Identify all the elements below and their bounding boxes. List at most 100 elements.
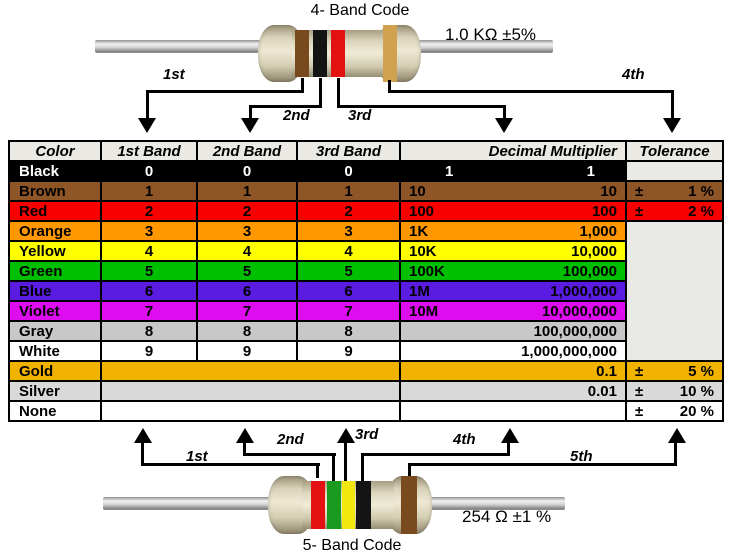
color-name: Gray: [8, 320, 102, 342]
arrow-line: [301, 78, 304, 93]
band2-digit: 0: [196, 160, 298, 182]
tolerance-value: 5 %: [688, 362, 714, 380]
arrow-line: [344, 441, 347, 481]
arrow-line: [146, 90, 304, 93]
band1-digit: 8: [100, 320, 198, 342]
color-code-table: Color 1st Band 2nd Band 3rd Band Decimal…: [8, 140, 724, 422]
arrowhead-down-icon: [241, 118, 259, 133]
band1-digit: 7: [100, 300, 198, 322]
arrow-line: [319, 78, 322, 108]
table-row-red: Red 2 2 2 100 100 ± 2 %: [8, 200, 724, 222]
tolerance-cell: ± 1 %: [625, 180, 724, 202]
arrow-line: [671, 90, 674, 120]
multiplier-cell: 100K 100,000: [399, 260, 627, 282]
arrow-label-1st-bottom: 1st: [186, 448, 208, 465]
band1-digit: 5: [100, 260, 198, 282]
arrow-line: [141, 463, 320, 466]
multiplier-full: 10,000,000: [541, 302, 617, 320]
band3-digit: 3: [296, 220, 401, 242]
tolerance-value: 1 %: [688, 182, 714, 200]
resistor-lead-right: [412, 40, 553, 53]
multiplier-full: 1,000,000,000: [521, 342, 617, 360]
band2-digit: 4: [196, 240, 298, 262]
arrow-line: [503, 105, 506, 120]
multiplier-cell: 1,000,000,000: [399, 340, 627, 362]
band1-digit: 0: [100, 160, 198, 182]
band3-digit: 7: [296, 300, 401, 322]
color-name: Black: [8, 160, 102, 182]
band-black: [313, 30, 327, 77]
color-name: Brown: [8, 180, 102, 202]
table-row-orange: Orange 3 3 3 1K 1,000: [8, 220, 724, 362]
band1-digit: 1: [100, 180, 198, 202]
band-red: [331, 30, 345, 77]
tolerance-sign: ±: [635, 362, 644, 380]
multiplier-short: 100: [409, 202, 435, 220]
arrow-line: [146, 90, 149, 120]
band2-digit: 3: [196, 220, 298, 242]
band-cells-merged: [100, 400, 401, 422]
multiplier-cell: 1M 1,000,000: [399, 280, 627, 302]
arrow-label-4th-bottom: 4th: [453, 431, 476, 448]
multiplier-cell: 10M 10,000,000: [399, 300, 627, 322]
band3-digit: 8: [296, 320, 401, 342]
header-color: Color: [8, 140, 102, 162]
color-name: Red: [8, 200, 102, 222]
five-band-title: 5- Band Code: [302, 537, 402, 554]
band3-digit: 6: [296, 280, 401, 302]
arrowhead-up-icon: [668, 428, 686, 443]
band1-digit: 2: [100, 200, 198, 222]
multiplier-full: 1: [586, 162, 595, 180]
color-name: Yellow: [8, 240, 102, 262]
multiplier-cell: 100 100: [399, 200, 627, 222]
header-1st-band: 1st Band: [100, 140, 198, 162]
multiplier-short: 100K: [409, 262, 445, 280]
band-black: [356, 481, 371, 529]
color-name: None: [8, 400, 102, 422]
arrow-line: [332, 453, 335, 481]
band2-digit: 7: [196, 300, 298, 322]
tolerance-cell-empty: [625, 160, 724, 182]
table-row-none: None ± 20 %: [8, 400, 724, 422]
table-row-brown: Brown 1 1 1 10 10 ± 1 %: [8, 180, 724, 202]
tolerance-sign: ±: [635, 382, 644, 400]
band2-digit: 1: [196, 180, 298, 202]
band3-digit: 2: [296, 200, 401, 222]
tolerance-sign: ±: [635, 182, 644, 200]
table-row-gray: Gray 8 8 8 100,000,000: [8, 320, 723, 342]
arrow-line: [243, 453, 336, 456]
table-row-silver: Silver 0.01 ± 10 %: [8, 380, 724, 402]
tolerance-value: 20 %: [679, 402, 714, 420]
color-name: Orange: [8, 220, 102, 242]
color-name: Gold: [8, 360, 102, 382]
arrow-label-2nd-bottom: 2nd: [277, 431, 304, 448]
tolerance-cell: ± 2 %: [625, 200, 724, 222]
multiplier-cell: [399, 400, 627, 422]
band-cells-merged: [100, 380, 401, 402]
multiplier-full: 0.1: [596, 362, 617, 380]
tolerance-sign: ±: [635, 202, 644, 220]
resistor-lead-left: [103, 497, 275, 510]
arrow-line: [674, 441, 677, 466]
band2-digit: 6: [196, 280, 298, 302]
multiplier-full: 1,000,000: [550, 282, 617, 300]
arrow-line: [388, 80, 391, 92]
band1-digit: 9: [100, 340, 198, 362]
tolerance-cell: ± 5 %: [625, 360, 724, 382]
band3-digit: 0: [296, 160, 401, 182]
arrow-line: [408, 463, 411, 477]
band-yellow: [342, 481, 355, 529]
tolerance-sign: ±: [635, 402, 644, 420]
multiplier-cell: 10 10: [399, 180, 627, 202]
band-brown: [295, 30, 309, 77]
four-band-value-label: 1.0 KΩ ±5%: [445, 25, 537, 44]
color-name: Silver: [8, 380, 102, 402]
table-row-green: Green 5 5 5 100K 100,000: [8, 260, 723, 282]
band3-digit: 1: [296, 180, 401, 202]
arrow-line: [361, 453, 364, 481]
tolerance-cell: ± 10 %: [625, 380, 724, 402]
arrow-label-5th-bottom: 5th: [570, 448, 593, 465]
band-green: [327, 481, 341, 529]
multiplier-full: 100: [591, 202, 617, 220]
arrow-line: [388, 90, 674, 93]
